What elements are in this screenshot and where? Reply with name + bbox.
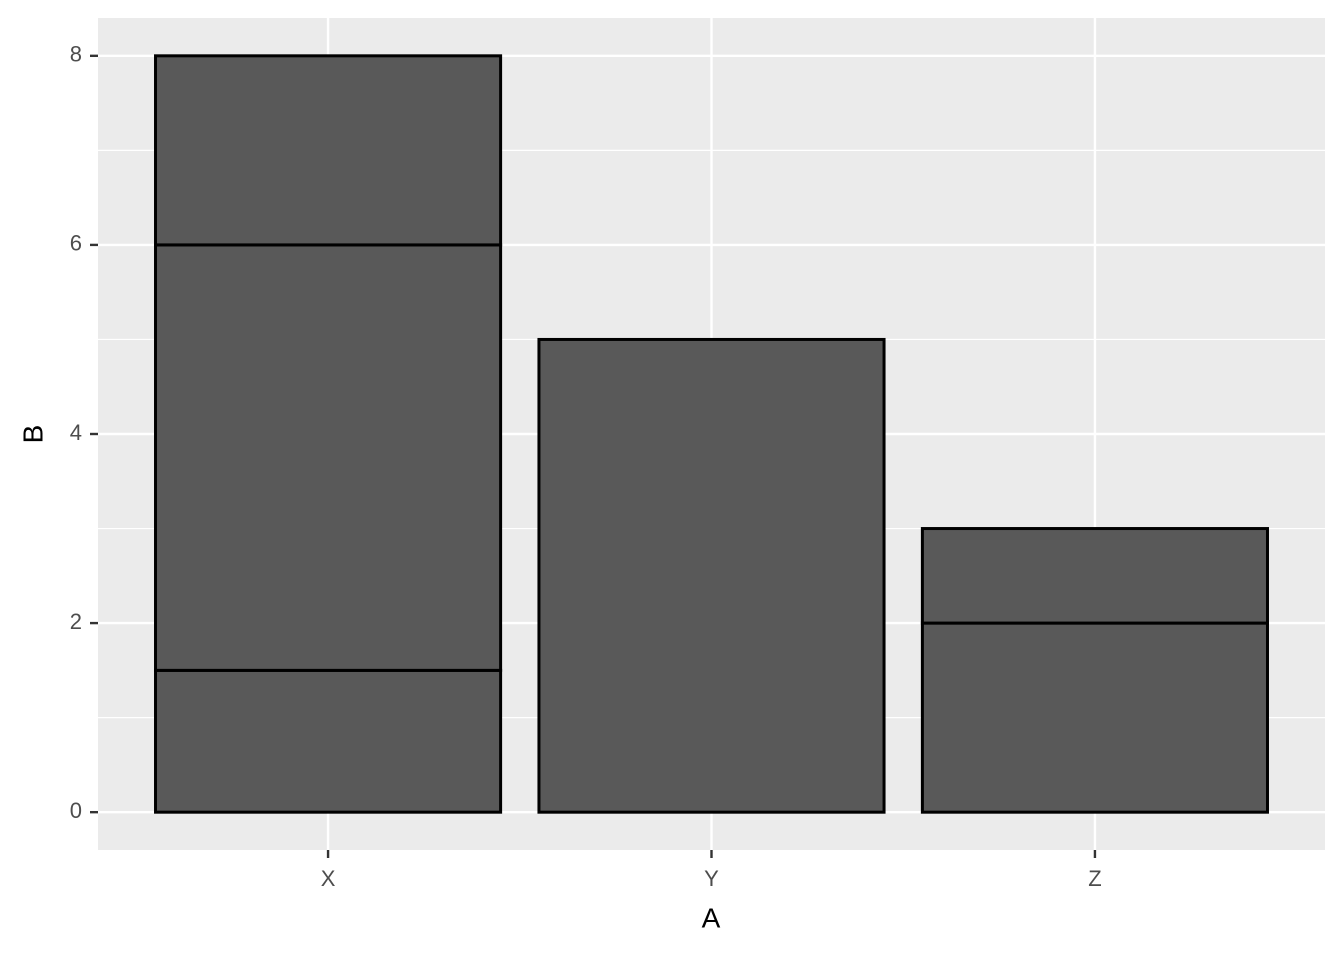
x-tick-label: Z [1088,866,1101,891]
x-tick-label: Y [704,866,719,891]
y-axis-title: B [17,425,48,444]
bar-segment [154,243,503,672]
x-axis-title: A [702,902,721,933]
bar-segment [537,337,886,814]
y-tick-label: 6 [70,231,82,256]
bar-segment [154,54,503,247]
bars [154,54,1269,814]
bar-segment [154,668,503,814]
y-tick-label: 8 [70,42,82,67]
y-tick-label: 0 [70,798,82,823]
x-tick-label: X [321,866,336,891]
bar-segment [920,527,1269,625]
y-tick-label: 4 [70,420,82,445]
y-tick-label: 2 [70,609,82,634]
bar-segment [920,621,1269,814]
